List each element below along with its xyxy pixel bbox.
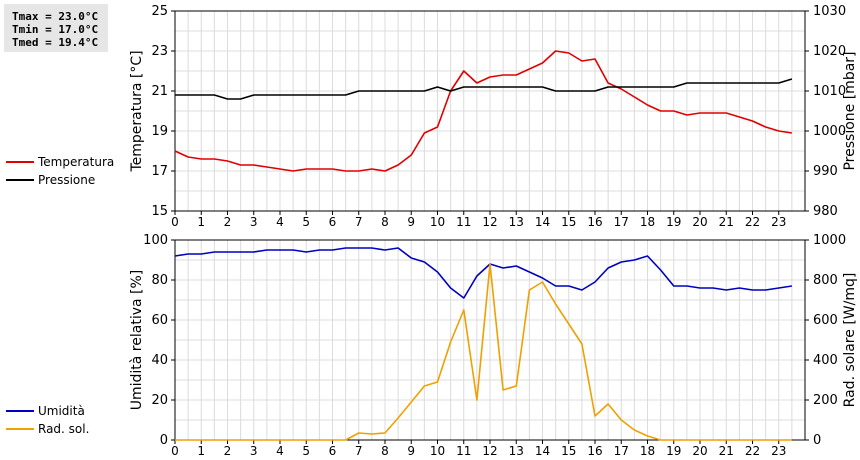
x-tick-label: 21 — [719, 215, 734, 229]
x-tick-label: 21 — [719, 444, 734, 458]
y-axis-label: Temperatura [°C] — [129, 50, 145, 172]
x-tick-label: 14 — [535, 444, 550, 458]
y-tick-label: 25 — [151, 4, 168, 19]
x-tick-label: 2 — [224, 215, 232, 229]
y2-tick-label: 400 — [813, 353, 838, 368]
x-tick-label: 17 — [614, 444, 629, 458]
series-line-umidit — [174, 247, 793, 299]
x-tick-label: 9 — [407, 444, 415, 458]
x-tick-label: 1 — [197, 215, 205, 229]
y-tick-label: 80 — [151, 273, 168, 288]
y2-tick-label: 0 — [813, 433, 821, 448]
y2-tick-label: 200 — [813, 393, 838, 408]
tmin-label: Tmin = 17.0°C — [12, 23, 99, 36]
legend-label-rad-sol: Rad. sol. — [38, 422, 90, 436]
y2-tick-label: 1030 — [813, 4, 846, 19]
legend-swatch-umidita — [6, 410, 34, 412]
y2-tick-label: 1020 — [813, 44, 846, 59]
x-tick-label: 7 — [355, 444, 363, 458]
x-tick-label: 6 — [329, 444, 337, 458]
temperature-stats-box: Tmax = 23.0°C Tmin = 17.0°C Tmed = 19.4°… — [4, 4, 108, 52]
x-tick-label: 11 — [456, 215, 471, 229]
x-tick-label: 0 — [171, 215, 179, 229]
x-tick-label: 0 — [171, 444, 179, 458]
x-tick-label: 1 — [197, 444, 205, 458]
y-tick-label: 19 — [151, 124, 168, 139]
y-tick-label: 0 — [160, 433, 168, 448]
tmax-label: Tmax = 23.0°C — [12, 10, 99, 23]
x-tick-label: 2 — [224, 444, 232, 458]
series-line-temperatura — [174, 50, 793, 172]
x-tick-label: 10 — [430, 444, 445, 458]
x-tick-label: 16 — [587, 215, 602, 229]
x-tick-label: 3 — [250, 215, 258, 229]
legend-label-umidita: Umidità — [38, 404, 85, 418]
x-tick-label: 8 — [381, 215, 389, 229]
x-tick-label: 22 — [745, 215, 760, 229]
x-tick-label: 4 — [276, 444, 284, 458]
y-tick-label: 21 — [151, 84, 168, 99]
y2-axis-label: Pressione [mbar] — [842, 51, 858, 170]
x-tick-label: 3 — [250, 444, 258, 458]
y2-tick-label: 1010 — [813, 84, 846, 99]
x-tick-label: 9 — [407, 215, 415, 229]
legend-label-temperatura: Temperatura — [38, 155, 115, 169]
legend-swatch-rad-sol — [6, 428, 34, 430]
x-tick-label: 6 — [329, 215, 337, 229]
x-tick-label: 14 — [535, 215, 550, 229]
x-tick-label: 19 — [666, 215, 681, 229]
series-line-rad-sol — [175, 263, 792, 441]
x-tick-label: 23 — [771, 444, 786, 458]
x-tick-label: 20 — [692, 215, 707, 229]
y2-tick-label: 990 — [813, 164, 838, 179]
y-tick-label: 40 — [151, 353, 168, 368]
legend-swatch-temperatura — [6, 161, 34, 163]
y-tick-label: 60 — [151, 313, 168, 328]
x-tick-label: 23 — [771, 215, 786, 229]
y2-tick-label: 600 — [813, 313, 838, 328]
x-tick-label: 15 — [561, 444, 576, 458]
legend-swatch-pressione — [6, 179, 34, 181]
legend-item-rad-sol: Rad. sol. — [4, 420, 124, 438]
chart-panel-1: 0 1 2 3 4 5 6 7 8 9 10 11 12 13 14 15 16 17 18 19 20 21 22 2315… — [129, 4, 858, 229]
x-tick-label: 20 — [692, 444, 707, 458]
x-tick-label: 12 — [482, 215, 497, 229]
x-tick-label: 19 — [666, 444, 681, 458]
y-tick-label: 20 — [151, 393, 168, 408]
x-tick-label: 12 — [482, 444, 497, 458]
y-axis-label: Umidità relativa [%] — [129, 270, 145, 411]
x-tick-label: 5 — [302, 444, 310, 458]
x-tick-label: 4 — [276, 215, 284, 229]
x-tick-label: 15 — [561, 215, 576, 229]
y2-tick-label: 1000 — [813, 124, 846, 139]
x-tick-label: 16 — [587, 444, 602, 458]
x-tick-label: 13 — [509, 444, 524, 458]
legend-item-umidita: Umidità — [4, 402, 124, 420]
x-tick-label: 11 — [456, 444, 471, 458]
x-tick-label: 18 — [640, 444, 655, 458]
x-tick-label: 22 — [745, 444, 760, 458]
y-tick-label: 15 — [151, 204, 168, 219]
y2-tick-label: 1000 — [813, 233, 846, 248]
y2-axis-label: Rad. solare [W/mq] — [842, 273, 858, 408]
y2-tick-label: 800 — [813, 273, 838, 288]
chart-panel-2: 0 1 2 3 4 5 6 7 8 9 10 11 12 13 14 15 16 17 18 19 20 21 22 2302… — [129, 233, 858, 458]
legend-label-pressione: Pressione — [38, 173, 96, 187]
x-tick-label: 10 — [430, 215, 445, 229]
y-tick-label: 23 — [151, 44, 168, 59]
y-tick-label: 17 — [151, 164, 168, 179]
x-tick-label: 5 — [302, 215, 310, 229]
x-tick-label: 18 — [640, 215, 655, 229]
x-tick-label: 7 — [355, 215, 363, 229]
tmed-label: Tmed = 19.4°C — [12, 36, 99, 49]
series-line-pressione — [175, 78, 793, 100]
x-tick-label: 8 — [381, 444, 389, 458]
x-tick-label: 17 — [614, 215, 629, 229]
y-tick-label: 100 — [143, 233, 168, 248]
y2-tick-label: 980 — [813, 204, 838, 219]
x-tick-label: 13 — [509, 215, 524, 229]
